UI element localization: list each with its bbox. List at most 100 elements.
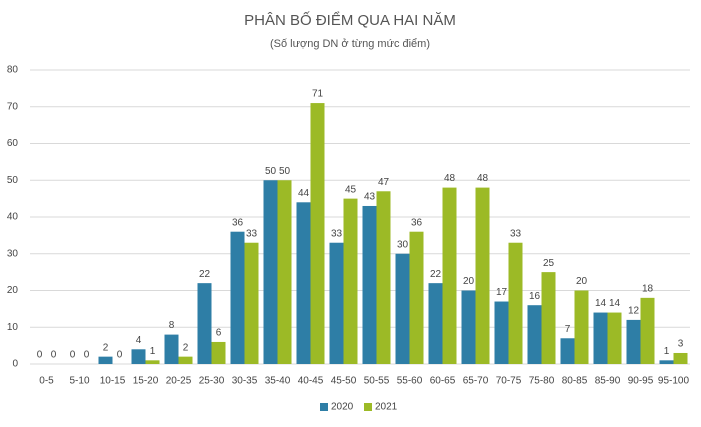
data-label: 50 (279, 166, 291, 177)
x-tick-label: 50-55 (364, 376, 390, 387)
data-label: 17 (496, 287, 508, 298)
data-label: 2 (183, 342, 189, 353)
data-label: 71 (312, 89, 324, 100)
data-label: 6 (216, 328, 222, 339)
data-label: 20 (463, 276, 475, 287)
data-label: 33 (246, 228, 258, 239)
x-tick-label: 65-70 (463, 376, 489, 387)
data-label: 33 (331, 228, 343, 239)
bar (428, 283, 443, 364)
x-tick-label: 95-100 (658, 376, 690, 387)
bar (230, 231, 245, 364)
x-tick-label: 60-65 (430, 376, 456, 387)
chart-subtitle: (Số lượng DN ở từng mức điểm) (270, 38, 430, 50)
bar (164, 334, 179, 364)
x-tick-label: 10-15 (100, 376, 126, 387)
x-tick-label: 25-30 (199, 376, 225, 387)
x-tick-label: 45-50 (331, 376, 357, 387)
data-label: 30 (397, 239, 409, 250)
data-label: 3 (678, 339, 684, 350)
data-label: 36 (232, 217, 244, 228)
data-label: 22 (199, 269, 211, 280)
data-label: 43 (364, 192, 376, 203)
y-tick-label: 50 (7, 175, 19, 186)
bar (442, 187, 457, 364)
bar (626, 319, 641, 364)
data-label: 1 (150, 346, 156, 357)
bar (98, 356, 113, 364)
x-tick-label: 15-20 (133, 376, 159, 387)
data-label: 4 (136, 335, 142, 346)
data-label: 8 (169, 320, 175, 331)
data-label: 1 (664, 346, 670, 357)
data-label: 14 (595, 298, 607, 309)
data-label: 45 (345, 184, 357, 195)
data-label: 20 (576, 276, 588, 287)
y-tick-label: 30 (7, 248, 19, 259)
bar (673, 352, 688, 364)
x-tick-label: 0-5 (39, 376, 54, 387)
x-tick-label: 75-80 (529, 376, 555, 387)
x-tick-label: 30-35 (232, 376, 258, 387)
legend-label: 2020 (331, 402, 354, 413)
x-tick-label: 70-75 (496, 376, 522, 387)
y-tick-label: 60 (7, 138, 19, 149)
data-label: 0 (117, 350, 123, 361)
x-tick-label: 85-90 (595, 376, 621, 387)
y-tick-label: 70 (7, 101, 19, 112)
chart-title: PHÂN BỐ ĐIỂM QUA HAI NĂM (244, 11, 456, 29)
y-tick-label: 0 (12, 359, 18, 370)
bar (593, 312, 608, 364)
data-label: 48 (444, 173, 456, 184)
bar (560, 338, 575, 364)
legend-label: 2021 (375, 402, 398, 413)
x-tick-label: 80-85 (562, 376, 588, 387)
bar (310, 103, 325, 364)
bar (607, 312, 622, 364)
bar (263, 180, 278, 364)
bar (211, 341, 226, 364)
y-tick-label: 20 (7, 285, 19, 296)
data-label: 36 (411, 217, 423, 228)
data-label: 12 (628, 306, 640, 317)
y-tick-label: 40 (7, 212, 19, 223)
data-label: 0 (84, 350, 90, 361)
y-tick-label: 80 (7, 65, 19, 76)
bar (640, 297, 655, 364)
x-tick-label: 20-25 (166, 376, 192, 387)
legend-swatch (320, 403, 328, 411)
bar (362, 205, 377, 364)
bar (461, 290, 476, 364)
data-label: 25 (543, 258, 555, 269)
bar (145, 360, 160, 364)
bar (574, 290, 589, 364)
bar (659, 360, 674, 364)
bar (343, 198, 358, 364)
y-tick-label: 10 (7, 322, 19, 333)
bar (541, 272, 556, 364)
bar (527, 305, 542, 364)
bar (277, 180, 292, 364)
bar (376, 191, 391, 364)
bar (178, 356, 193, 364)
bar (508, 242, 523, 364)
bar (131, 349, 146, 364)
data-label: 0 (37, 350, 43, 361)
x-tick-label: 90-95 (628, 376, 654, 387)
data-label: 14 (609, 298, 621, 309)
bar (296, 202, 311, 364)
data-label: 33 (510, 228, 522, 239)
data-label: 2 (103, 342, 109, 353)
data-label: 50 (265, 166, 277, 177)
bar (395, 253, 410, 364)
x-tick-label: 55-60 (397, 376, 423, 387)
bar (197, 283, 212, 364)
data-label: 0 (51, 350, 57, 361)
x-tick-label: 5-10 (69, 376, 89, 387)
data-label: 22 (430, 269, 442, 280)
bar (475, 187, 490, 364)
data-label: 47 (378, 177, 390, 188)
x-tick-label: 35-40 (265, 376, 291, 387)
bar (329, 242, 344, 364)
